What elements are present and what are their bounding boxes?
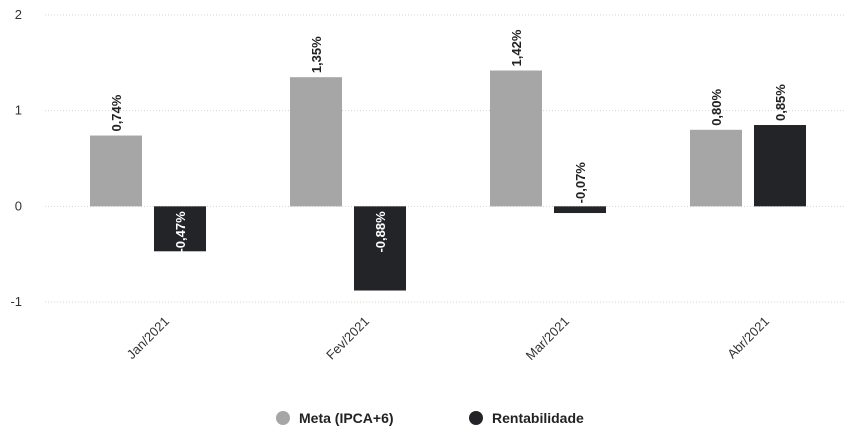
data-label: 1,42% [509,29,524,66]
bar-rentabilidade-2 [554,206,606,214]
data-label: -0,07% [573,162,588,204]
data-label: 1,35% [309,36,324,73]
x-tick-label: Fev/2021 [323,314,372,363]
bar-meta-1 [290,77,342,207]
data-label: 0,80% [709,88,724,125]
x-tick-label: Abr/2021 [724,314,772,362]
legend-label: Meta (IPCA+6) [299,410,394,426]
y-tick-label: -1 [10,294,22,309]
data-label: -0,88% [373,211,388,253]
data-label: 0,85% [773,84,788,121]
bar-rentabilidade-1 [354,206,406,291]
legend-label: Rentabilidade [492,410,584,426]
y-tick-label: 2 [15,7,22,22]
bar-meta-2 [490,70,542,207]
x-tick-label: Mar/2021 [523,314,572,363]
bar-meta-0 [90,135,142,207]
bar-rentabilidade-0 [154,206,206,252]
x-tick-label: Jan/2021 [124,314,172,362]
bar-rentabilidade-3 [754,125,806,207]
data-label: 0,74% [109,94,124,131]
legend-marker-1 [469,411,483,425]
y-tick-label: 1 [15,103,22,118]
bar-meta-3 [690,129,742,207]
data-label: -0,47% [173,211,188,253]
y-tick-label: 0 [15,198,22,213]
legend-marker-0 [276,411,290,425]
